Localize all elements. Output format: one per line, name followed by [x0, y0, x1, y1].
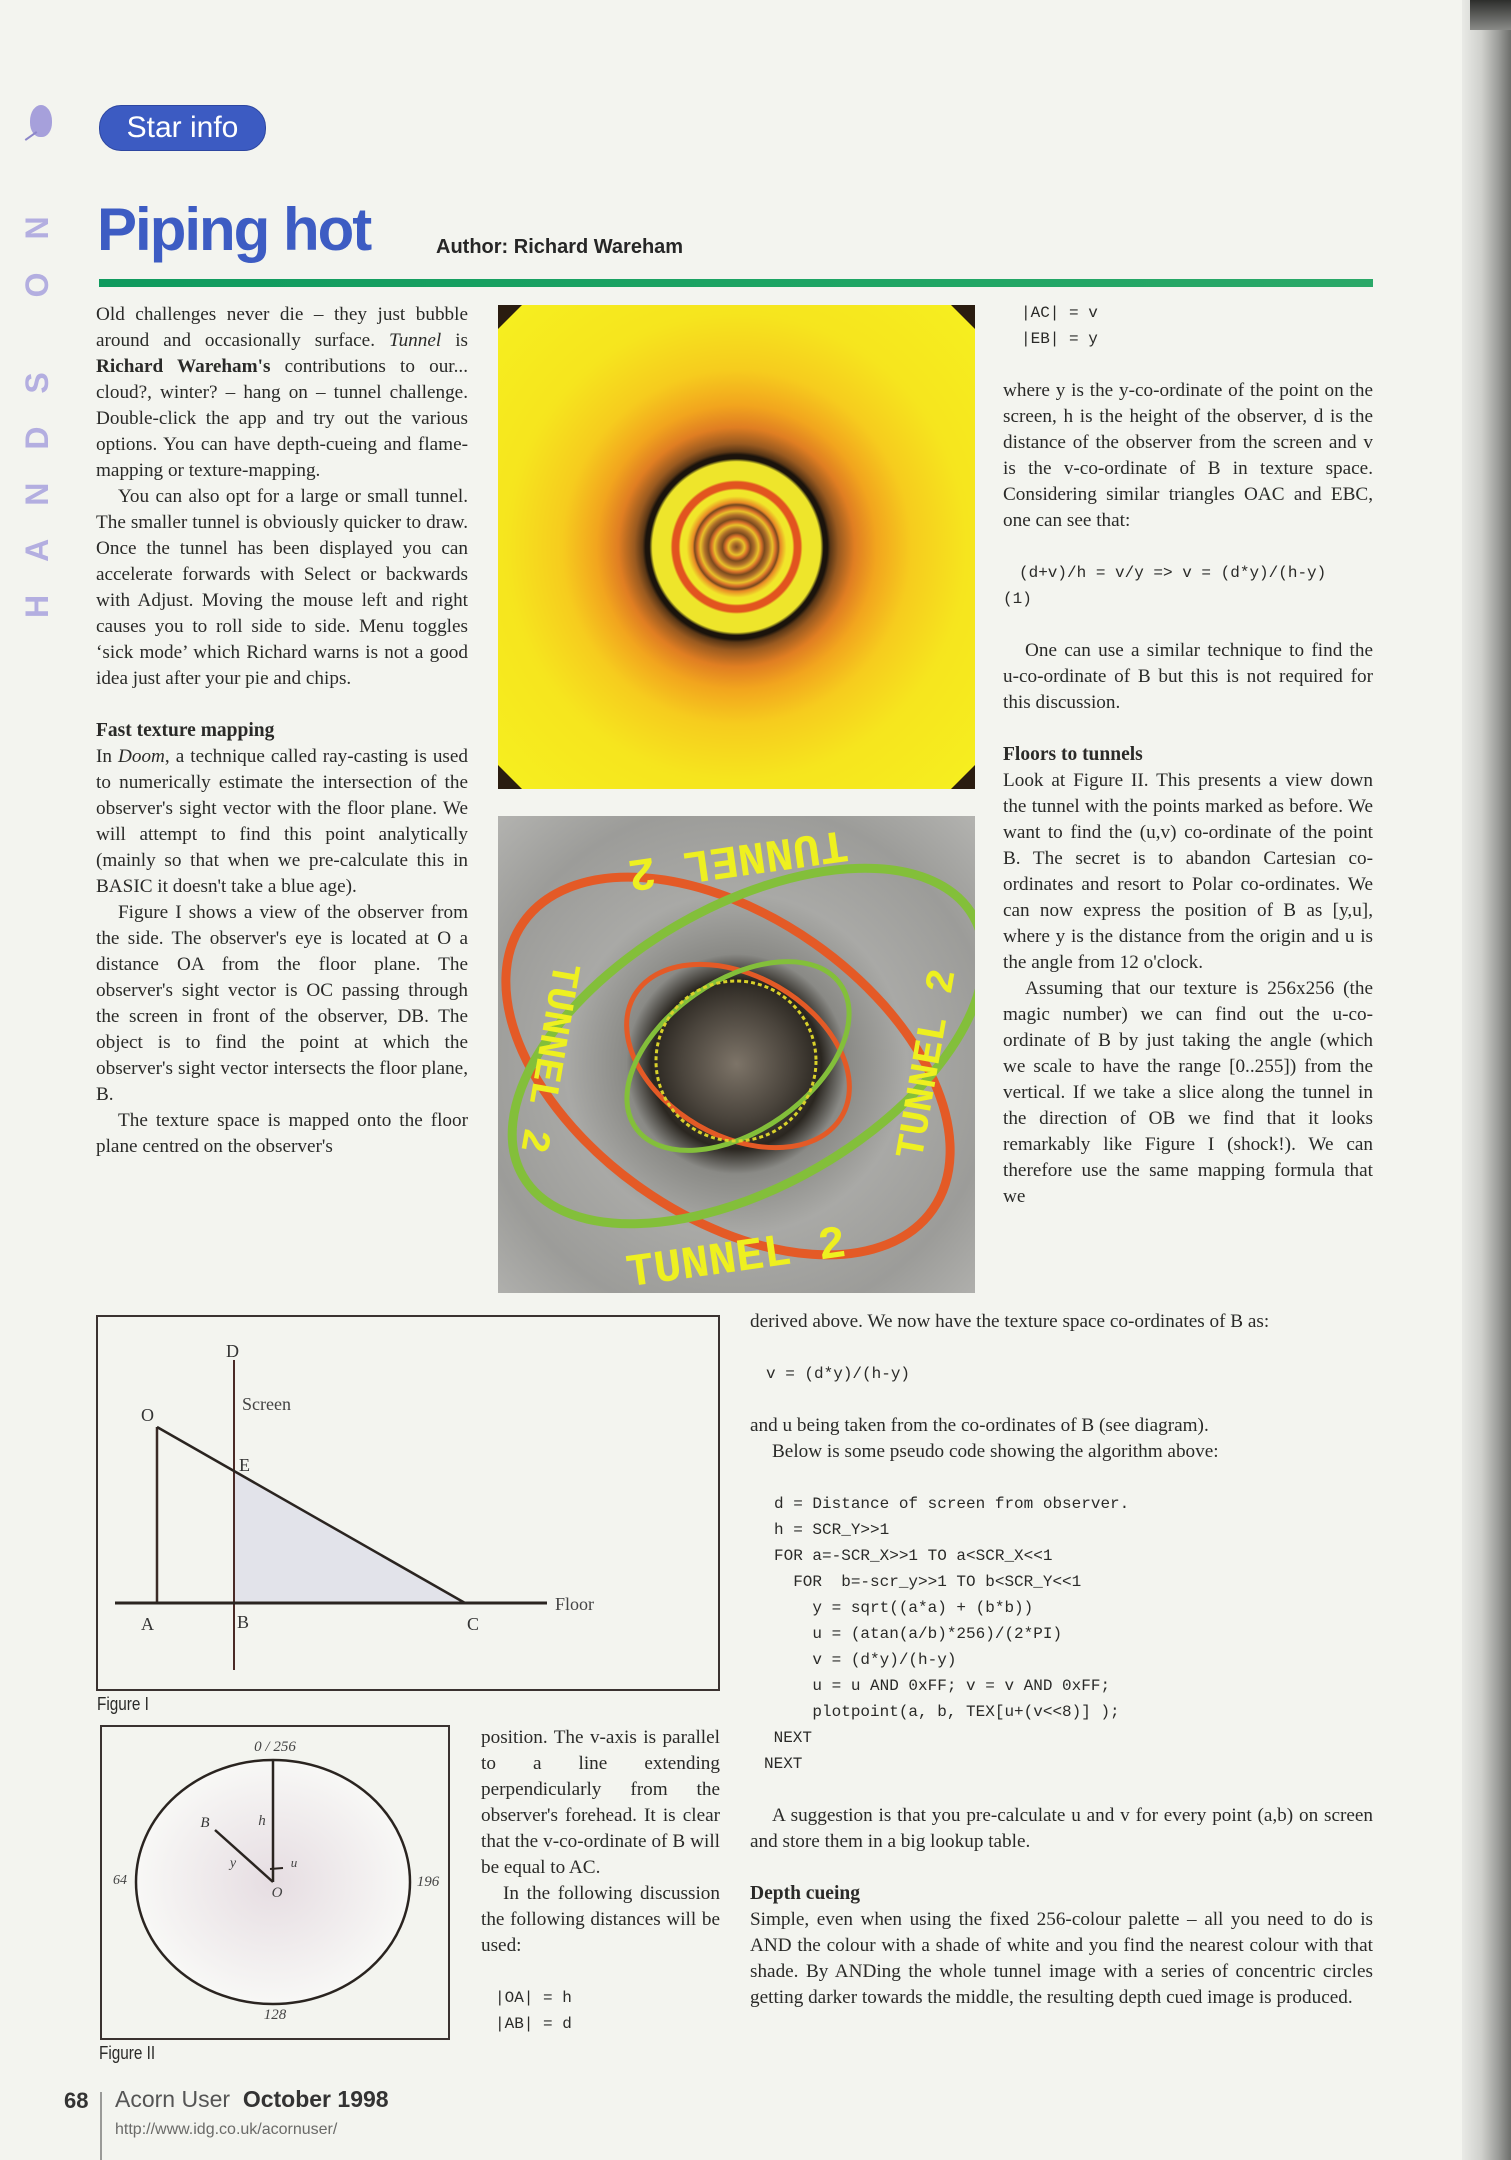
header-rule	[99, 279, 1373, 287]
label-o: O	[141, 1405, 154, 1425]
equation-ac: |AC| = v	[1021, 304, 1098, 322]
texture-inner-text-ring	[654, 979, 818, 1143]
label-d: D	[226, 1341, 239, 1361]
label-a: A	[141, 1614, 154, 1634]
label-b: B	[237, 1612, 249, 1632]
equation-ab: |AB| = d	[495, 2015, 572, 2033]
footer-url: http://www.idg.co.uk/acornuser/	[115, 2121, 338, 2138]
figure-1-diagram: D Screen O E A B C Floor	[96, 1315, 720, 1691]
article-author: Author: Richard Wareham	[436, 236, 684, 258]
equation-oa: |OA| = h	[495, 1989, 572, 2007]
texture-text-right: TUNNEL 2	[890, 966, 968, 1163]
texture-green-band	[507, 863, 975, 1229]
wide-paragraph-1: derived above. We now have the texture s…	[750, 1311, 1270, 1332]
page-corner-shadow	[1470, 0, 1511, 30]
tunnel-flame-image	[498, 305, 975, 789]
footer-magazine: Acorn User October 1998	[115, 2086, 389, 2113]
code-line: y = sqrt((a*a) + (b*b))	[774, 1599, 1034, 1617]
left-column: Old challenges never die – they just bub…	[96, 302, 468, 1160]
wide-paragraph-3: Below is some pseudo code showing the al…	[772, 1441, 1219, 1462]
right-paragraph-1: where y is the y-co-ordinate of the poin…	[1003, 380, 1373, 531]
figure-2-caption: Figure II	[99, 2043, 156, 2063]
wide-column: derived above. We now have the texture s…	[750, 1309, 1373, 2011]
label-e: E	[239, 1455, 250, 1475]
formula-v: v = (d*y)/(h-y)	[766, 1365, 911, 1383]
code-line: d = Distance of screen from observer.	[774, 1495, 1130, 1513]
acorn-logo-icon	[30, 105, 52, 137]
right-paragraph-2: One can use a similar technique to find …	[1003, 640, 1373, 713]
figure-1-caption: Figure I	[97, 1694, 149, 1714]
issue-date: October 1998	[242, 2086, 389, 2112]
page-gutter-shadow	[1462, 0, 1511, 2160]
section-banner-hands-on: HANDS ON	[19, 183, 55, 618]
label-196: 196	[417, 1874, 440, 1890]
article-title: Piping hot	[97, 196, 372, 263]
code-line: h = SCR_Y>>1	[774, 1521, 890, 1539]
section-heading-floors-to-tunnels: Floors to tunnels	[1003, 744, 1143, 765]
magazine-name: Acorn User	[115, 2086, 231, 2112]
star-info-badge: Star info	[99, 105, 266, 151]
code-line: NEXT	[764, 1729, 813, 1747]
label-screen: Screen	[242, 1394, 291, 1414]
label-y: y	[228, 1856, 237, 1871]
label-o: O	[272, 1885, 283, 1901]
label-0-256: 0 / 256	[254, 1739, 296, 1755]
formula-similar-triangles: (d+v)/h = v/y => v = (d*y)/(h-y)	[1019, 564, 1327, 582]
intro-paragraph-1: Old challenges never die – they just bub…	[96, 304, 469, 481]
code-line: plotpoint(a, b, TEX[u+(v<<8)] );	[774, 1703, 1120, 1721]
middle-column: position. The v-axis is parallel to a li…	[481, 1725, 720, 2037]
label-128: 128	[264, 2007, 287, 2023]
middle-paragraph-1: position. The v-axis is parallel to a li…	[481, 1727, 720, 1878]
line-y	[214, 1829, 274, 1883]
ftm-paragraph-2: Figure I shows a view of the observer fr…	[96, 902, 468, 1105]
wide-paragraph-4: A suggestion is that you pre-calculate u…	[750, 1805, 1373, 1852]
equation-eb: |EB| = y	[1021, 330, 1098, 348]
wide-paragraph-5: Simple, even when using the fixed 256-co…	[750, 1909, 1373, 2008]
label-u: u	[291, 1855, 298, 1870]
code-line: v = (d*y)/(h-y)	[774, 1651, 957, 1669]
formula-number: (1)	[1003, 590, 1032, 608]
label-b: B	[200, 1815, 209, 1831]
label-floor: Floor	[555, 1594, 594, 1614]
ftm-paragraph-1: In Doom, a technique called ray-casting …	[96, 746, 468, 897]
section-heading-depth-cueing: Depth cueing	[750, 1883, 860, 1904]
intro-paragraph-2: You can also opt for a large or small tu…	[96, 486, 468, 689]
texture-text-bottom: TUNNEL 2	[623, 1218, 849, 1293]
right-paragraph-4: Assuming that our texture is 256x256 (th…	[1003, 978, 1373, 1207]
label-h: h	[258, 1813, 266, 1829]
texture-inner-red-band	[624, 961, 852, 1151]
pseudo-code-block: d = Distance of screen from observer. h …	[750, 1491, 1373, 1777]
section-heading-fast-texture-mapping: Fast texture mapping	[96, 720, 275, 741]
label-64: 64	[113, 1873, 127, 1888]
code-line: FOR b=-scr_y>>1 TO b<SCR_Y<<1	[774, 1573, 1082, 1591]
label-c: C	[467, 1614, 479, 1634]
ftm-paragraph-3: The texture space is mapped onto the flo…	[96, 1110, 468, 1157]
texture-text-top: TUNNEL 2	[625, 817, 851, 899]
right-column: |AC| = v |EB| = y where y is the y-co-or…	[1003, 300, 1373, 1210]
texture-red-band	[501, 872, 955, 1260]
middle-paragraph-2: In the following discussion the followin…	[481, 1883, 720, 1956]
code-line: NEXT	[764, 1755, 803, 1773]
page-number: 68	[64, 2088, 89, 2113]
code-line: FOR a=-SCR_X>>1 TO a<SCR_X<<1	[774, 1547, 1053, 1565]
angle-u-tick	[269, 1867, 284, 1870]
right-paragraph-3: Look at Figure II. This presents a view …	[1003, 770, 1373, 973]
footer-divider	[100, 2092, 102, 2160]
code-line: u = (atan(a/b)*256)/(2*PI)	[774, 1625, 1063, 1643]
sight-vector-oc	[156, 1425, 466, 1605]
figure-2-diagram: 0 / 256 B h y u 64 196 O 128	[100, 1725, 450, 2040]
wide-paragraph-2: and u being taken from the co-ordinates …	[750, 1415, 1209, 1436]
tunnel-texture-image: TUNNEL 2 TUNNEL 2 TUNNEL 2 TUNNEL 2	[498, 816, 975, 1293]
code-line: u = u AND 0xFF; v = v AND 0xFF;	[774, 1677, 1111, 1695]
author-name: Richard Wareham's	[96, 356, 271, 377]
texture-inner-green-band	[624, 959, 852, 1153]
app-name: Tunnel	[388, 330, 442, 351]
